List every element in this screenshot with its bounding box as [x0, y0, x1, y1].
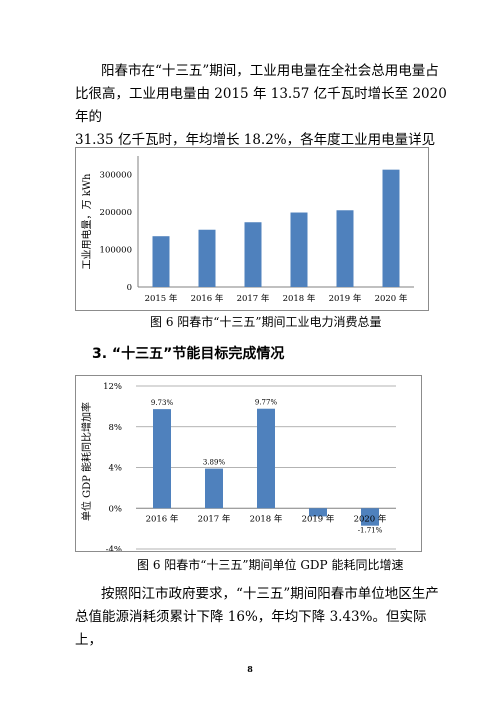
x-tick-label: 2017 年: [198, 513, 231, 524]
bar: [336, 210, 354, 287]
paragraph-line: 总值能源消耗须累计下降 16%，年均下降 3.43%。但实际上，: [75, 609, 427, 648]
section-heading: 3. “十三五”节能目标完成情况: [92, 346, 285, 362]
x-tick-label: 2019 年: [302, 513, 335, 524]
bar: [152, 236, 170, 287]
y-tick-label: 100000: [100, 246, 132, 256]
paragraph-line: 阳春市在“十三五”期间，工业用电量在全社会总用电量占: [101, 63, 439, 79]
figure6-caption: 图 6 阳春市“十三五”期间工业电力消费总量: [150, 315, 382, 329]
bar: [309, 508, 327, 517]
y-tick-label: 8%: [109, 423, 123, 433]
bar: [382, 169, 400, 287]
data-label: -1.71%: [358, 526, 383, 534]
bar: [205, 468, 223, 509]
paragraph-line: 按照阳江市政府要求，“十三五”期间阳春市单位地区生产: [101, 586, 439, 602]
industrial-power-chart: 0 100000 200000 300000 2015 年 2016 年 2017 年 201…: [75, 147, 429, 311]
x-tick-label: 2018 年: [283, 293, 316, 304]
y-tick-label: 300000: [100, 171, 132, 181]
figure7-caption: 图 6 阳春市“十三五”期间单位 GDP 能耗同比增速: [137, 558, 404, 572]
x-tick-label: 2019 年: [329, 293, 362, 304]
x-tick-label: 2015 年: [145, 293, 178, 304]
x-tick-label: 2016 年: [146, 513, 179, 524]
gdp-energy-chart-svg: -4% 0% 4% 8% 12% 2016 年 9.73% 2017 年 3.89% 2018 年…: [80, 382, 396, 555]
bar: [198, 229, 216, 287]
bar: [257, 408, 275, 509]
y-tick-label: 12%: [103, 382, 122, 392]
data-label: 9.73%: [151, 399, 174, 407]
y-tick-label: 4%: [109, 464, 123, 474]
bar: [153, 409, 171, 509]
x-tick-label: 2020 年: [354, 513, 387, 524]
y-tick-label: -4%: [106, 545, 122, 551]
y-tick-label: 200000: [100, 208, 132, 218]
paragraph-line: 比很高，工业用电量由 2015 年 13.57 亿千瓦时增长至 2020 年的: [75, 86, 447, 125]
x-tick-label: 2017 年: [237, 293, 270, 304]
closing-paragraph: 按照阳江市政府要求，“十三五”期间阳春市单位地区生产 总值能源消耗须累计下降 1…: [75, 583, 447, 652]
y-axis-title: 单位 GDP 能耗同比增加率: [80, 402, 93, 521]
x-tick-label: 2016 年: [191, 293, 224, 304]
bar: [290, 212, 308, 287]
page-number: 8: [247, 664, 253, 674]
y-tick-label: 0%: [109, 504, 123, 514]
industrial-power-chart-svg: 0 100000 200000 300000 2015 年 2016 年 2017 年 201…: [80, 156, 414, 304]
gdp-energy-chart: -4% 0% 4% 8% 12% 2016 年 9.73% 2017 年 3.89% 2018 年…: [75, 375, 422, 555]
data-label: 3.89%: [203, 459, 226, 467]
x-tick-label: 2020 年: [375, 293, 408, 304]
y-axis-title: 工业用电量，万 kWh: [80, 173, 93, 270]
intro-paragraph: 阳春市在“十三五”期间，工业用电量在全社会总用电量占 比很高，工业用电量由 20…: [75, 60, 447, 175]
bar: [244, 222, 262, 287]
x-tick-label: 2018 年: [250, 513, 283, 524]
y-tick-label: 0: [127, 283, 132, 293]
data-label: 9.77%: [255, 399, 278, 407]
bar: [361, 508, 379, 526]
